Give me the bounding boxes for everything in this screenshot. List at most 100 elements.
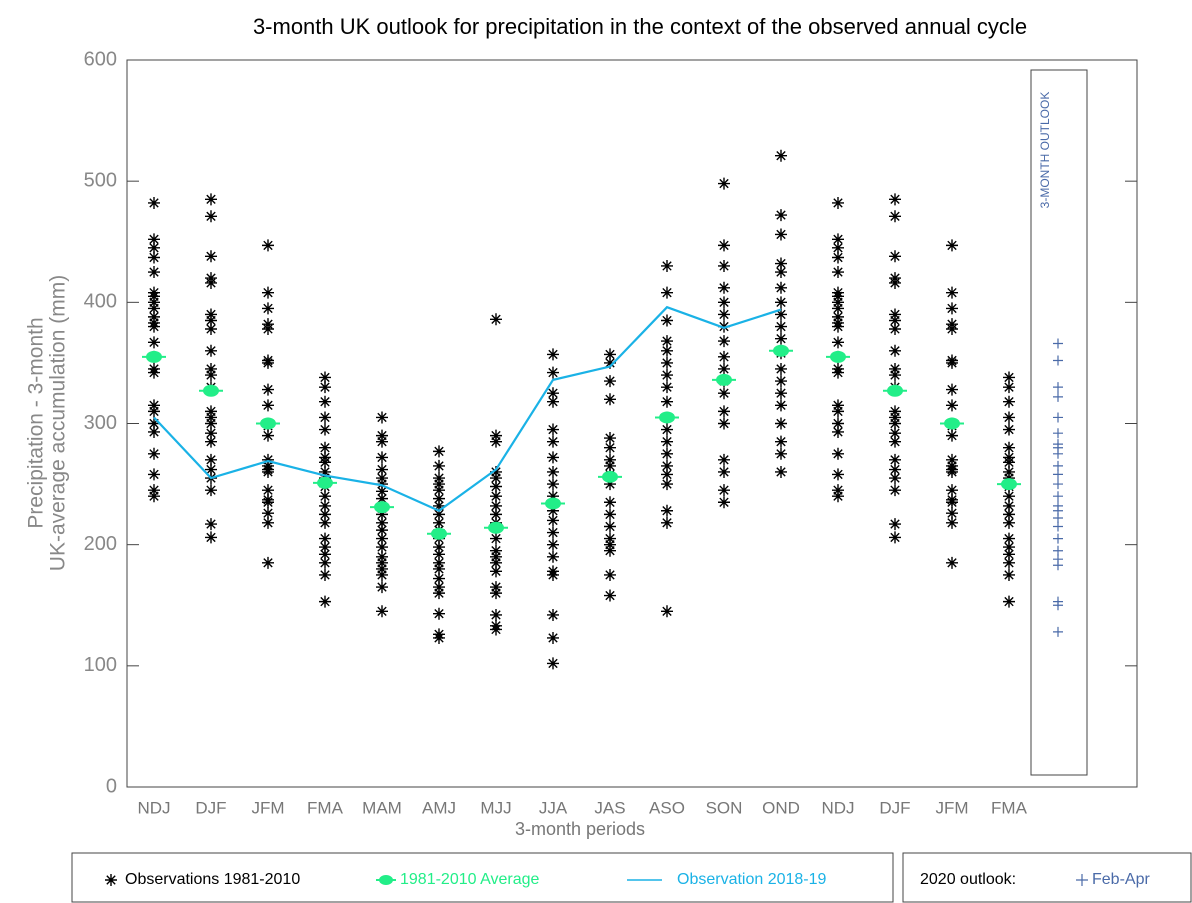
observation [319, 395, 331, 408]
observation [775, 308, 787, 321]
observation [148, 366, 160, 379]
observation [889, 314, 901, 327]
observation [490, 508, 502, 521]
outlook-marker [1053, 479, 1063, 490]
observation [661, 605, 673, 618]
observation [946, 383, 958, 396]
observation [946, 453, 958, 466]
outlook-marker [1053, 391, 1063, 402]
observation [889, 344, 901, 357]
legend-box [902, 852, 1192, 903]
observation [148, 468, 160, 481]
observation [775, 296, 787, 309]
observation [376, 463, 388, 476]
observation [832, 417, 844, 430]
x-tick-label: FMA [991, 798, 1028, 817]
x-tick-label: OND [762, 798, 800, 817]
observation [661, 335, 673, 348]
x-tick-label: NDJ [821, 798, 854, 817]
observation [775, 435, 787, 448]
observation [205, 427, 217, 440]
observation [376, 485, 388, 498]
observation [490, 490, 502, 503]
observation [319, 381, 331, 394]
observation [718, 296, 730, 309]
x-tick-label: JFM [935, 798, 968, 817]
observation-line [153, 305, 782, 513]
observation [376, 516, 388, 529]
observation [490, 587, 502, 600]
observation [547, 538, 559, 551]
observation [718, 350, 730, 363]
y-tick-label: 300 [84, 412, 117, 434]
observation [946, 399, 958, 412]
observation [205, 463, 217, 476]
observation [433, 459, 445, 472]
observation [205, 518, 217, 531]
legend-symbol [379, 875, 393, 885]
observation [319, 508, 331, 521]
x-tick-label: DJF [195, 798, 226, 817]
outlook-label: 3-MONTH OUTLOOK [1038, 92, 1052, 209]
observation [889, 463, 901, 476]
observation [661, 516, 673, 529]
observation [661, 423, 673, 436]
observation [433, 607, 445, 620]
observation [661, 356, 673, 369]
observation [1003, 541, 1015, 554]
observation [547, 348, 559, 361]
observation [376, 550, 388, 563]
y-axis-label: Precipitation - 3-month [25, 317, 48, 528]
observation [433, 499, 445, 512]
observation [661, 314, 673, 327]
observation [889, 411, 901, 424]
observation [1003, 556, 1015, 569]
observation [889, 518, 901, 531]
observation [376, 508, 388, 521]
observation [490, 532, 502, 545]
observation [205, 369, 217, 382]
observation [832, 405, 844, 418]
observation [604, 496, 616, 509]
observation [1003, 595, 1015, 608]
average-marker [997, 478, 1021, 491]
observation [889, 362, 901, 375]
observation [262, 496, 274, 509]
observation [148, 336, 160, 349]
outlook-marker [1053, 626, 1063, 637]
observation [775, 281, 787, 294]
observation [604, 375, 616, 388]
observation [319, 532, 331, 545]
observation [946, 556, 958, 569]
observation [661, 259, 673, 272]
observation [1003, 499, 1015, 512]
observation [148, 310, 160, 323]
observation [433, 581, 445, 594]
observation [547, 550, 559, 563]
observation [889, 435, 901, 448]
observation [205, 250, 217, 263]
observation [661, 468, 673, 481]
observation [205, 362, 217, 375]
observation [775, 320, 787, 333]
x-tick-label: JJA [539, 798, 568, 817]
observation [319, 456, 331, 469]
observation [604, 441, 616, 454]
observation [832, 468, 844, 481]
observation [775, 362, 787, 375]
observation [832, 290, 844, 303]
average-marker [142, 350, 166, 363]
observation [547, 514, 559, 527]
observation [832, 366, 844, 379]
observation [832, 336, 844, 349]
observation [547, 395, 559, 408]
outlook-marker [1053, 533, 1063, 544]
observation [604, 432, 616, 445]
observation [775, 149, 787, 162]
y-tick-label: 200 [84, 533, 117, 555]
average-marker [883, 384, 907, 397]
observation [148, 447, 160, 460]
x-tick-label: SON [706, 798, 743, 817]
observation [205, 531, 217, 544]
observation [262, 302, 274, 315]
